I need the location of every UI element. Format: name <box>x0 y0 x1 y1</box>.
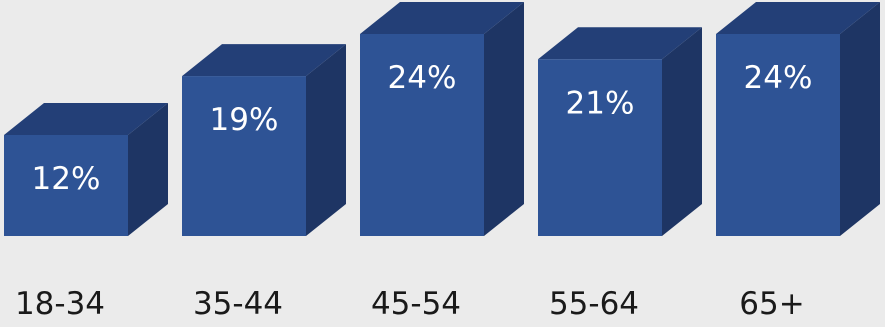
bar-front <box>716 34 840 236</box>
category-label: 45-54 <box>371 286 461 322</box>
category-label: 55-64 <box>549 286 639 322</box>
bar-45-54: 24% 45-54 <box>360 2 524 322</box>
value-label: 12% <box>32 161 101 197</box>
bar-top <box>182 44 346 77</box>
bar-top <box>360 2 524 34</box>
bar-side <box>128 103 168 236</box>
category-label: 18-34 <box>15 286 105 322</box>
bar-front <box>182 76 306 236</box>
bar-top <box>4 103 168 135</box>
bar-front <box>360 34 484 236</box>
bar-front <box>538 59 662 236</box>
bar-35-44: 19% 35-44 <box>182 44 346 322</box>
value-label: 24% <box>388 60 457 96</box>
bar-side <box>306 44 346 237</box>
bar-side <box>840 2 880 236</box>
value-label: 21% <box>566 85 635 121</box>
category-label: 65+ <box>739 286 804 322</box>
bar-55-64: 21% 55-64 <box>538 27 702 322</box>
category-label: 35-44 <box>193 286 283 322</box>
bar-top <box>538 27 702 60</box>
bar-top <box>716 2 880 34</box>
bar-18-34: 12% 18-34 <box>4 103 168 322</box>
bar-front <box>4 135 128 236</box>
value-label: 24% <box>744 60 813 96</box>
bar-65+: 24% 65+ <box>716 2 880 322</box>
bar-side <box>662 27 702 236</box>
value-label: 19% <box>210 102 279 138</box>
bar-side <box>484 2 524 236</box>
